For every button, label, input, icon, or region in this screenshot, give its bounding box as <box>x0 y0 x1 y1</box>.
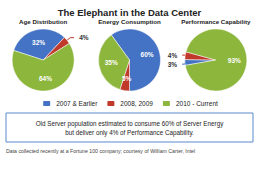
svg-text:4%: 4% <box>79 34 89 41</box>
svg-text:Old Server population estimate: Old Server population estimated to consu… <box>36 120 224 128</box>
svg-text:3%: 3% <box>168 61 178 68</box>
svg-text:but deliver only 4% of Perform: but deliver only 4% of Performance Capab… <box>65 129 194 137</box>
svg-text:64%: 64% <box>39 75 52 82</box>
svg-text:5%: 5% <box>122 75 132 82</box>
svg-text:93%: 93% <box>228 57 241 64</box>
svg-text:60%: 60% <box>141 51 154 58</box>
svg-text:2008, 2009: 2008, 2009 <box>120 100 153 107</box>
svg-text:32%: 32% <box>32 39 45 46</box>
svg-text:Performance Capability: Performance Capability <box>181 18 251 25</box>
svg-text:35%: 35% <box>105 59 118 66</box>
svg-text:Age Distribution: Age Distribution <box>19 18 67 25</box>
svg-text:2007 & Earlier: 2007 & Earlier <box>56 100 98 107</box>
svg-text:2010 - Current: 2010 - Current <box>176 100 218 107</box>
svg-text:Data collected recently at a F: Data collected recently at a Fortune 100… <box>6 148 195 154</box>
svg-text:The Elephant in the Data Cente: The Elephant in the Data Center <box>58 7 202 18</box>
svg-text:Energy Consumption: Energy Consumption <box>98 18 161 25</box>
svg-text:4%: 4% <box>168 52 178 59</box>
